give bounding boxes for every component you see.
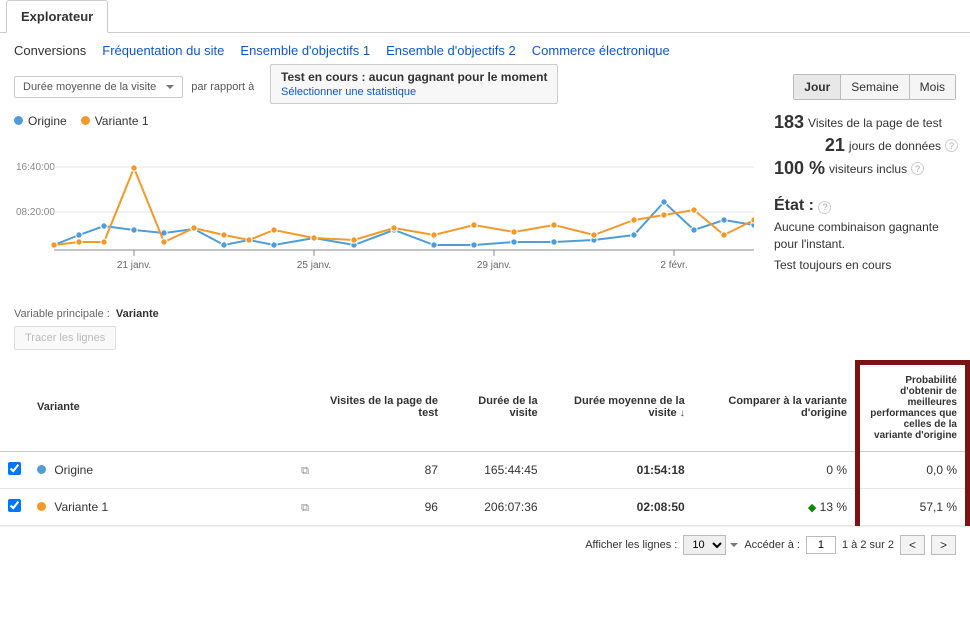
rows-select[interactable]: 10	[683, 535, 726, 555]
main-tab[interactable]: Explorateur	[6, 0, 108, 33]
chevron-down-icon	[166, 85, 174, 89]
col-variante[interactable]: Variante	[29, 363, 289, 452]
col-duration[interactable]: Durée de la visite	[446, 363, 546, 452]
days-label: jours de données	[849, 139, 941, 153]
rows-label: Afficher les lignes :	[585, 539, 677, 551]
subtab-row: Conversions Fréquentation du site Ensemb…	[0, 33, 970, 68]
subtab-objectifs2[interactable]: Ensemble d'objectifs 2	[386, 43, 516, 58]
row-compare: ◆ 13 %	[693, 489, 858, 526]
pct-value: 100 %	[774, 158, 825, 179]
primary-var-label: Variable principale :	[14, 308, 110, 320]
select-statistic-link[interactable]: Sélectionner une statistique	[281, 86, 416, 98]
results-table: Variante Visites de la page de test Duré…	[0, 360, 970, 526]
row-checkbox[interactable]	[8, 499, 21, 512]
legend-variante1: Variante 1	[81, 114, 149, 128]
row-name: Origine	[54, 463, 93, 477]
row-avg: 01:54:18	[546, 452, 693, 489]
row-visits: 96	[317, 489, 446, 526]
open-icon[interactable]: ⧉	[301, 465, 309, 477]
etat-line2: Test toujours en cours	[774, 257, 962, 274]
chart-legend: Origine Variante 1	[14, 110, 756, 130]
subtab-frequentation[interactable]: Fréquentation du site	[102, 43, 224, 58]
row-avg: 02:08:50	[546, 489, 693, 526]
svg-text:25 janv.: 25 janv.	[297, 260, 331, 271]
row-compare: 0 %	[693, 452, 858, 489]
range-text: 1 à 2 sur 2	[842, 539, 894, 551]
row-duration: 206:07:36	[446, 489, 546, 526]
subtab-ecommerce[interactable]: Commerce électronique	[532, 43, 670, 58]
primary-var-value: Variante	[116, 308, 159, 320]
subtab-conversions[interactable]: Conversions	[14, 43, 86, 58]
time-day[interactable]: Jour	[794, 75, 840, 99]
time-month[interactable]: Mois	[909, 75, 955, 99]
row-duration: 165:44:45	[446, 452, 546, 489]
visits-label: Visites de la page de test	[808, 116, 942, 130]
arrow-up-icon: ◆	[808, 502, 816, 514]
banner-text: Test en cours : aucun gagnant pour le mo…	[281, 70, 547, 84]
etat-title: État :	[774, 197, 814, 214]
row-checkbox[interactable]	[8, 462, 21, 475]
subtab-objectifs1[interactable]: Ensemble d'objectifs 1	[240, 43, 370, 58]
help-icon[interactable]: ?	[818, 201, 831, 214]
sort-descending-icon: ↓	[680, 408, 685, 419]
row-probability: 57,1 %	[858, 489, 968, 526]
help-icon[interactable]: ?	[945, 139, 958, 152]
svg-text:29 janv.: 29 janv.	[477, 260, 511, 271]
col-copy	[289, 363, 317, 452]
goto-input[interactable]	[806, 536, 836, 554]
row-visits: 87	[317, 452, 446, 489]
etat-line1: Aucune combinaison gagnante pour l'insta…	[774, 219, 962, 253]
visits-value: 183	[774, 112, 804, 133]
open-icon[interactable]: ⧉	[301, 502, 309, 514]
svg-text:21 janv.: 21 janv.	[117, 260, 151, 271]
dot-icon	[37, 465, 46, 474]
col-visits[interactable]: Visites de la page de test	[317, 363, 446, 452]
legend-label-1: Variante 1	[95, 114, 149, 128]
row-name: Variante 1	[54, 500, 108, 514]
col-compare[interactable]: Comparer à la variante d'origine	[693, 363, 858, 452]
pct-label: visiteurs inclus	[829, 162, 907, 176]
time-week[interactable]: Semaine	[840, 75, 908, 99]
compare-label: par rapport à	[191, 81, 254, 93]
metric-dropdown[interactable]: Durée moyenne de la visite	[14, 76, 183, 98]
prev-page-button[interactable]: <	[900, 535, 925, 555]
line-chart: 16:40:00 08:20:00 21 janv. 25 janv. 29 janv.…	[14, 130, 754, 290]
trace-lines-button[interactable]: Tracer les lignes	[14, 326, 116, 350]
metric-dropdown-label: Durée moyenne de la visite	[23, 81, 156, 93]
svg-text:16:40:00: 16:40:00	[16, 162, 55, 173]
table-row[interactable]: Origine ⧉ 87165:44:4501:54:180 %0,0 %	[0, 452, 968, 489]
dot-icon	[81, 116, 90, 125]
legend-origine: Origine	[14, 114, 67, 128]
col-check	[0, 363, 29, 452]
next-page-button[interactable]: >	[931, 535, 956, 555]
table-pager: Afficher les lignes : 10 Accéder à : 1 à…	[0, 526, 970, 563]
chevron-down-icon	[730, 543, 738, 547]
svg-text:2 févr.: 2 févr.	[660, 260, 687, 271]
svg-text:08:20:00: 08:20:00	[16, 207, 55, 218]
row-probability: 0,0 %	[858, 452, 968, 489]
legend-label-0: Origine	[28, 114, 67, 128]
dot-icon	[14, 116, 23, 125]
col-avg-label: Durée moyenne de la visite	[574, 395, 685, 419]
col-avg[interactable]: Durée moyenne de la visite ↓	[546, 363, 693, 452]
help-icon[interactable]: ?	[911, 162, 924, 175]
table-row[interactable]: Variante 1 ⧉ 96206:07:3602:08:50◆ 13 %57,1…	[0, 489, 968, 526]
dot-icon	[37, 502, 46, 511]
goto-label: Accéder à :	[744, 539, 800, 551]
time-granularity-toggle: Jour Semaine Mois	[793, 74, 956, 100]
test-status-banner: Test en cours : aucun gagnant pour le mo…	[270, 64, 558, 104]
days-value: 21	[825, 135, 845, 156]
col-probability[interactable]: Probabilité d'obtenir de meilleures perf…	[858, 363, 968, 452]
